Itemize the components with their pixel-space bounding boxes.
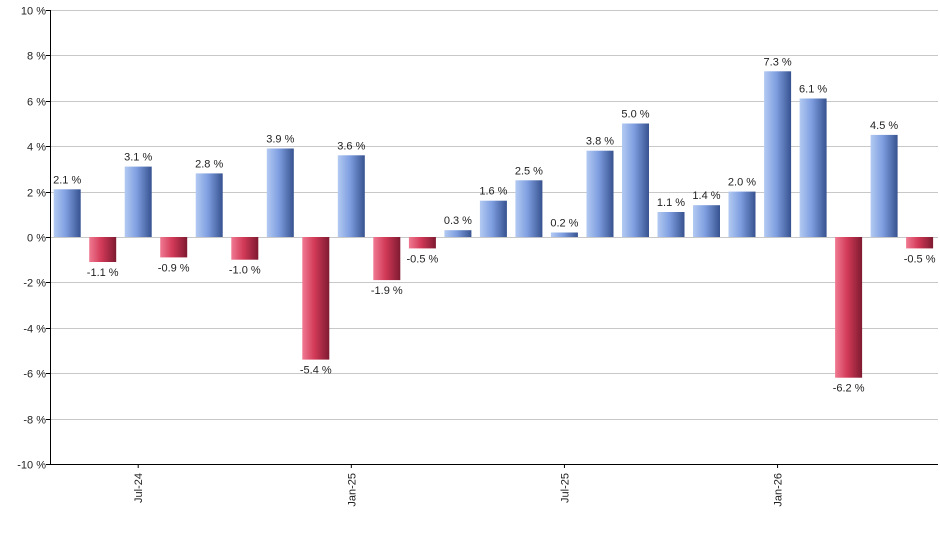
data-label: 5.0 % xyxy=(621,109,649,121)
x-tick-label: Jul-24 xyxy=(133,473,145,503)
data-label: 3.9 % xyxy=(266,134,294,146)
data-label: -0.5 % xyxy=(407,253,439,265)
data-label: 2.1 % xyxy=(53,174,81,186)
data-label: 3.8 % xyxy=(586,136,614,148)
data-labels: 2.1 % -1.1 % 3.1 % -0.9 % 2.8 % -1.0 % 3.9 % -5… xyxy=(53,56,936,394)
data-label: 1.6 % xyxy=(479,186,507,198)
y-tick-label: 0 % xyxy=(27,233,46,245)
data-label: 3.1 % xyxy=(124,152,152,164)
x-tick-label: Jan-25 xyxy=(346,473,358,507)
bar xyxy=(89,237,117,262)
bar xyxy=(195,173,223,237)
y-tick-label: 10 % xyxy=(21,6,46,18)
y-tick-label: 4 % xyxy=(27,142,46,154)
data-label: 0.3 % xyxy=(444,215,472,227)
bar xyxy=(373,237,401,281)
bar xyxy=(479,200,507,237)
bar xyxy=(550,232,578,237)
data-label: 1.1 % xyxy=(657,197,685,209)
bar xyxy=(302,237,330,360)
data-label: 0.2 % xyxy=(550,218,578,230)
data-label: 3.6 % xyxy=(337,140,365,152)
data-label: 2.8 % xyxy=(195,158,223,170)
data-label: -0.9 % xyxy=(158,262,190,274)
bar xyxy=(266,148,294,237)
bar xyxy=(764,71,792,237)
data-label: 6.1 % xyxy=(799,84,827,96)
axes: -10 % -8 % -6 % -4 % -2 % 0 % 2 % 4 % 6 % 8 % 10 %… xyxy=(17,6,938,507)
data-label: -1.9 % xyxy=(371,285,403,297)
bar xyxy=(408,237,436,249)
bar xyxy=(870,134,898,237)
bar xyxy=(231,237,259,260)
data-label: -1.0 % xyxy=(229,265,261,277)
bar xyxy=(799,98,827,237)
y-tick-label: 8 % xyxy=(27,51,46,63)
bar xyxy=(124,166,152,237)
y-tick-label: -2 % xyxy=(23,278,46,290)
data-label: 2.0 % xyxy=(728,177,756,189)
y-tick-label: 6 % xyxy=(27,97,46,109)
bar xyxy=(728,191,756,237)
data-label: 2.5 % xyxy=(515,165,543,177)
data-label: -6.2 % xyxy=(833,383,865,395)
bar xyxy=(657,212,685,237)
y-tick-label: -10 % xyxy=(17,460,46,472)
bar xyxy=(693,205,720,237)
bars xyxy=(53,71,934,378)
data-label: 7.3 % xyxy=(764,56,792,68)
bar xyxy=(906,237,934,249)
bar xyxy=(586,150,614,237)
y-tick-label: 2 % xyxy=(27,188,46,200)
y-tick-label: -8 % xyxy=(23,415,46,427)
y-tick-label: -6 % xyxy=(23,369,46,381)
x-tick-label: Jan-26 xyxy=(773,473,785,507)
bar xyxy=(337,155,365,237)
bar xyxy=(835,237,863,378)
data-label: 1.4 % xyxy=(692,190,720,202)
data-label: -5.4 % xyxy=(300,365,332,377)
bar xyxy=(444,230,472,237)
bar xyxy=(160,237,188,258)
data-label: -1.1 % xyxy=(87,267,119,279)
x-tick-label: Jul-25 xyxy=(559,473,571,503)
data-label: 4.5 % xyxy=(870,120,898,132)
bar xyxy=(53,189,81,237)
y-tick-label: -4 % xyxy=(23,324,46,336)
data-label: -0.5 % xyxy=(904,253,936,265)
bar xyxy=(622,123,649,237)
bar xyxy=(515,180,543,238)
